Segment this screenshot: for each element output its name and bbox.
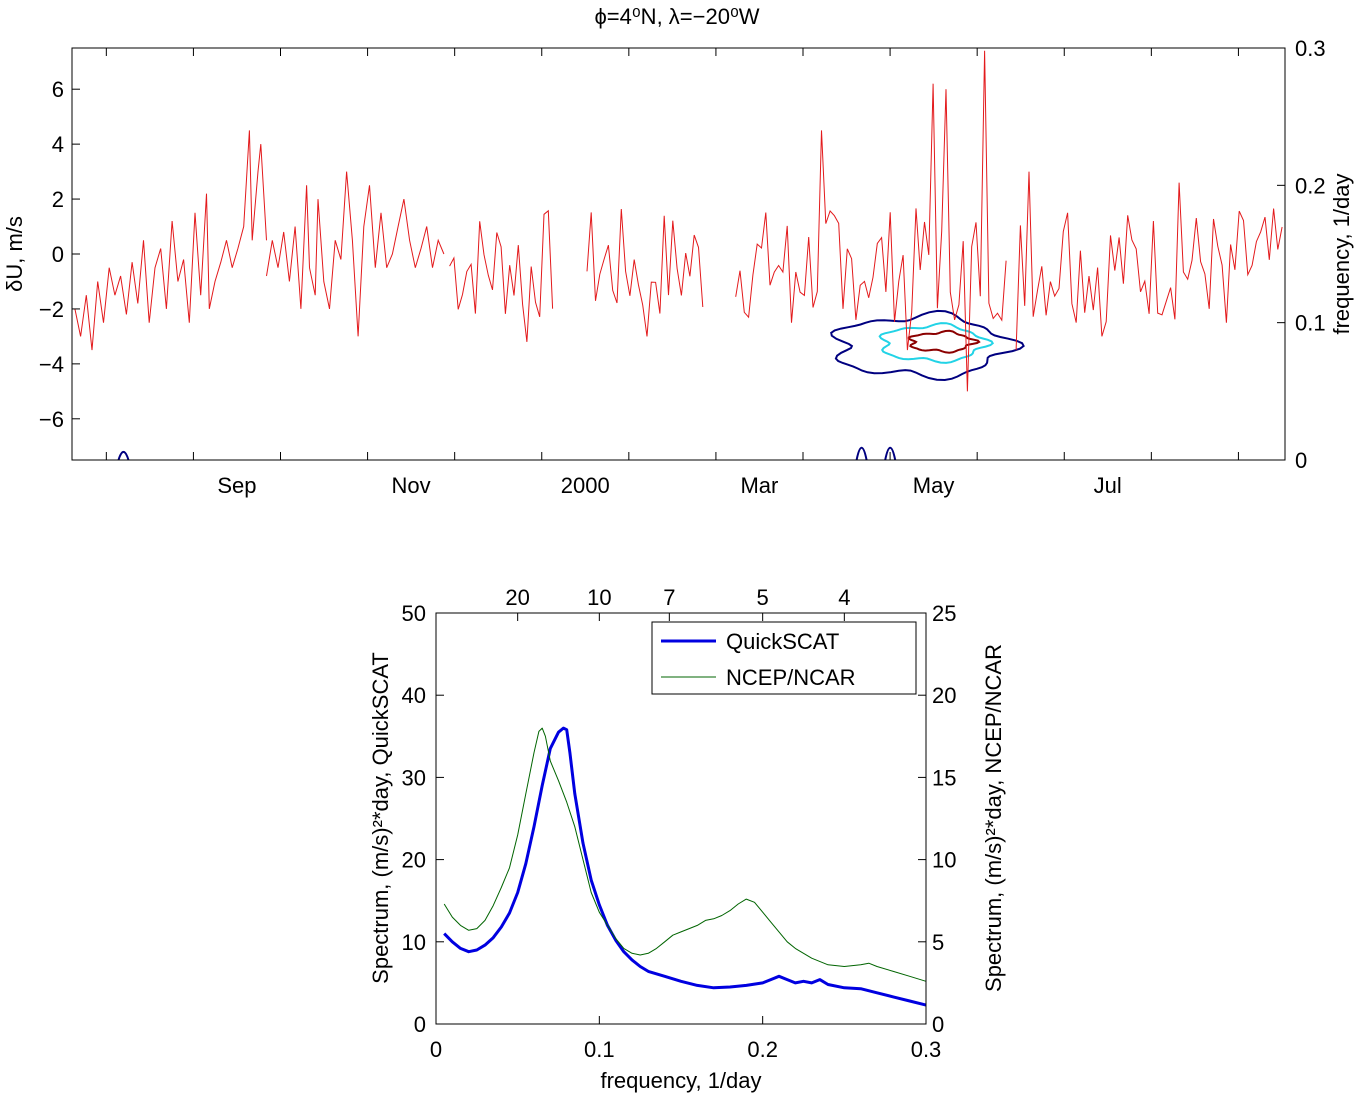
top-x-tick-label-2000: 2000 — [561, 473, 610, 498]
contour-low-frequency-1 — [117, 450, 130, 461]
wind-anomaly-segment-5 — [735, 50, 1007, 392]
top-left-tick-label: 0 — [52, 242, 64, 267]
spectrum-right-tick-label: 0 — [932, 1012, 944, 1037]
top-left-tick-label: −4 — [39, 352, 64, 377]
spectrum-period-tick-label: 4 — [838, 585, 850, 610]
wind-anomaly-segment-3 — [449, 209, 554, 342]
top-right-tick-label: 0.1 — [1295, 311, 1326, 336]
top-x-tick-label-jul: Jul — [1094, 473, 1122, 498]
top-right-tick-label: 0.2 — [1295, 173, 1326, 198]
time-series-right-ticks: 0 0.1 0.2 0.3 — [1277, 36, 1326, 473]
wind-anomaly-segment-2 — [266, 171, 445, 337]
top-left-tick-label: −2 — [39, 297, 64, 322]
top-x-tick-label-sep: Sep — [217, 473, 256, 498]
contour-inner — [907, 329, 981, 354]
wavelet-contours — [117, 309, 1025, 461]
spectrum-right-ticks: 0 5 10 15 20 25 — [918, 601, 956, 1037]
spectrum-x-axis-label: frequency, 1/day — [600, 1068, 761, 1093]
top-left-tick-label: 2 — [52, 187, 64, 212]
spectrum-right-tick-label: 20 — [932, 683, 956, 708]
time-series-left-ticks: −6 −4 −2 0 2 4 6 — [39, 77, 80, 432]
top-x-tick-label-mar: Mar — [740, 473, 778, 498]
spectrum-x-tick-label: 0.3 — [911, 1037, 942, 1062]
legend: QuickSCAT NCEP/NCAR — [651, 621, 917, 695]
top-x-tick-label-may: May — [913, 473, 955, 498]
time-series-x-ticks: Sep Nov 2000 Mar May Jul — [105, 48, 1239, 498]
wind-anomaly-series — [74, 50, 1283, 392]
wind-anomaly-segment-1 — [74, 130, 267, 351]
spectrum-x-tick-label: 0.1 — [584, 1037, 615, 1062]
spectrum-period-tick-label: 20 — [505, 585, 529, 610]
spectrum-left-tick-label: 50 — [402, 601, 426, 626]
time-series-title: ϕ=4⁰N, λ=−20⁰W — [594, 4, 759, 29]
spectrum-frame — [435, 612, 927, 1025]
spectrum-line-ncep-ncar — [443, 727, 927, 982]
legend-label-ncep: NCEP/NCAR — [726, 665, 856, 690]
top-left-tick-label: −6 — [39, 407, 64, 432]
top-right-tick-label: 0.3 — [1295, 36, 1326, 61]
time-series-left-axis-label: δU, m/s — [2, 216, 27, 292]
spectrum-left-tick-label: 40 — [402, 683, 426, 708]
spectrum-period-tick-label: 10 — [587, 585, 611, 610]
legend-label-quickscat: QuickSCAT — [726, 629, 839, 654]
spectrum-right-tick-label: 15 — [932, 765, 956, 790]
spectrum-left-tick-label: 30 — [402, 765, 426, 790]
spectrum-x-tick-label: 0 — [430, 1037, 442, 1062]
contour-mid — [878, 322, 995, 364]
spectrum-left-tick-label: 0 — [414, 1012, 426, 1037]
spectrum-right-tick-label: 5 — [932, 930, 944, 955]
contour-low-frequency-3 — [884, 446, 897, 461]
spectrum-period-ticks: 20 10 7 5 4 — [505, 585, 850, 621]
spectrum-x-tick-label: 0.2 — [747, 1037, 778, 1062]
spectrum-left-tick-label: 20 — [402, 848, 426, 873]
spectrum-period-tick-label: 5 — [757, 585, 769, 610]
spectrum-period-tick-label: 7 — [663, 585, 675, 610]
spectrum-left-axis-label: Spectrum, (m/s)²*day, QuickSCAT — [368, 652, 393, 984]
time-series-panel: ϕ=4⁰N, λ=−20⁰W Sep Nov 2000 Mar May Jul −6−4−… — [2, 4, 1354, 498]
spectrum-series — [443, 726, 927, 1007]
contour-outer — [830, 309, 1025, 382]
spectrum-line-quickscat — [443, 726, 927, 1007]
wind-anomaly-segment-6 — [1015, 171, 1283, 351]
top-left-tick-label: 6 — [52, 77, 64, 102]
contour-low-frequency-2 — [855, 446, 868, 461]
top-x-tick-label-nov: Nov — [392, 473, 431, 498]
spectrum-left-ticks: 0 10 20 30 40 50 — [402, 601, 444, 1037]
top-right-tick-label: 0 — [1295, 448, 1307, 473]
top-left-tick-label: 4 — [52, 132, 64, 157]
time-series-right-axis-label: frequency, 1/day — [1329, 173, 1354, 334]
spectrum-x-ticks: 0 0.1 0.2 0.3 — [430, 1016, 941, 1062]
spectrum-right-tick-label: 10 — [932, 848, 956, 873]
legend-box — [651, 621, 917, 695]
spectrum-right-tick-label: 25 — [932, 601, 956, 626]
spectrum-left-tick-label: 10 — [402, 930, 426, 955]
spectrum-right-axis-label: Spectrum, (m/s)²*day, NCEP/NCAR — [981, 644, 1006, 992]
wind-anomaly-segment-4 — [586, 208, 704, 337]
